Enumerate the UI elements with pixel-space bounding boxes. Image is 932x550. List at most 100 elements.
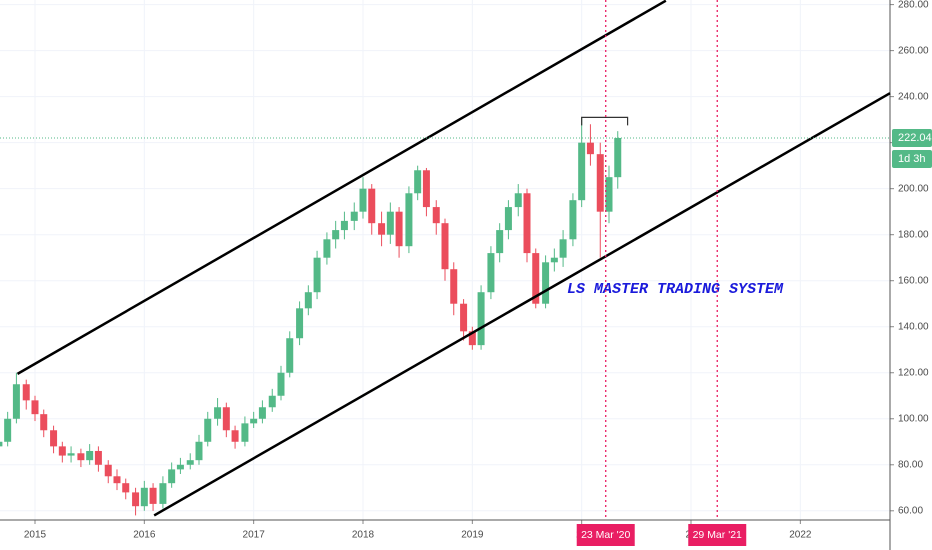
candle-body (250, 418, 258, 424)
candle-body (195, 441, 203, 461)
candle-body (132, 492, 140, 507)
candle-body (159, 483, 167, 504)
candle-body (296, 308, 304, 339)
y-tick-label: 240.00 (898, 91, 929, 102)
candle-body (605, 177, 613, 212)
candle-body (614, 137, 622, 178)
candle-body (550, 257, 558, 263)
candle-body (487, 253, 495, 293)
candle-body (559, 239, 567, 258)
candle-body (304, 292, 312, 309)
candle-body (378, 223, 386, 235)
candle-body (323, 239, 331, 258)
candle-body (113, 476, 121, 484)
candle-body (168, 469, 176, 484)
candle-body (241, 423, 249, 442)
candle-body (414, 170, 422, 194)
y-tick-label: 280.00 (898, 0, 929, 10)
candle-body (77, 453, 85, 461)
candle-body (368, 188, 376, 224)
candle-body (12, 384, 20, 419)
candle-body (31, 400, 39, 415)
y-tick-label: 160.00 (898, 275, 929, 286)
candle-body (231, 430, 239, 442)
candle-body (140, 487, 148, 507)
candle-body (504, 207, 512, 231)
candle-body (468, 331, 476, 346)
candle-body (50, 430, 58, 447)
countdown-label: 1d 3h (898, 153, 926, 165)
candle-body (67, 453, 75, 456)
candle-body (176, 464, 184, 470)
y-tick-label: 120.00 (898, 367, 929, 378)
trend-line (153, 92, 891, 517)
candle-body (40, 414, 48, 431)
candle-body (422, 170, 430, 208)
candle-body (542, 262, 550, 304)
candle-body (313, 257, 321, 293)
candle-body (258, 407, 266, 419)
x-tick-label: 2019 (461, 530, 484, 541)
candle-body (514, 193, 522, 208)
trend-line (16, 0, 667, 375)
candle-body (386, 211, 394, 235)
candle-body (58, 446, 66, 456)
bracket (581, 116, 629, 126)
last-price-box (892, 128, 932, 147)
y-tick-label: 200.00 (898, 183, 929, 194)
candle-body (395, 211, 403, 247)
candle-body (122, 483, 130, 493)
candle-body (222, 407, 230, 431)
candle-body (286, 338, 294, 373)
y-tick-label: 260.00 (898, 45, 929, 56)
candle-body (523, 193, 531, 254)
candle-body (186, 460, 194, 465)
candle-body (569, 200, 577, 240)
marker-label: 23 Mar '20 (581, 529, 630, 541)
candle-body (86, 450, 94, 461)
candles (0, 117, 622, 516)
countdown-box (892, 149, 932, 168)
y-tick-label: 60.00 (898, 505, 923, 516)
y-tick-label: 100.00 (898, 413, 929, 424)
x-tick-label: 2016 (133, 530, 156, 541)
candle-body (268, 395, 276, 408)
marker-label: 29 Mar '21 (693, 529, 742, 541)
candle-body (441, 223, 449, 270)
candle-body (359, 188, 367, 212)
candle-body (104, 464, 112, 477)
candle-body (450, 269, 458, 304)
candle-body (460, 303, 468, 332)
candle-body (578, 142, 586, 201)
candle-body (0, 441, 3, 447)
candle-body (340, 220, 348, 231)
candle-body (432, 207, 440, 224)
candle-body (214, 407, 222, 419)
y-tick-label: 80.00 (898, 459, 923, 470)
marker-box (576, 524, 635, 546)
y-tick-label: 140.00 (898, 321, 929, 332)
y-tick-label: 180.00 (898, 229, 929, 240)
candle-body (332, 230, 340, 240)
candle-body (477, 292, 485, 346)
candle-body (22, 384, 30, 401)
last-price-label: 222.04 (898, 132, 932, 144)
candle-body (4, 418, 12, 442)
candle-body (149, 487, 157, 504)
x-tick-label: 2015 (24, 530, 47, 541)
x-tick-label: 2022 (789, 530, 812, 541)
x-tick-label: 2017 (243, 530, 266, 541)
annotation: LS MASTER TRADING SYSTEM (567, 281, 784, 298)
marker-box (688, 524, 747, 546)
candle-body (405, 193, 413, 247)
candle-body (94, 450, 102, 465)
candle-body (496, 230, 504, 254)
candle-body (277, 372, 285, 396)
candle-body (596, 154, 604, 212)
candle-body (586, 142, 594, 155)
candle-body (532, 253, 540, 304)
x-tick-label: 2018 (352, 530, 375, 541)
candle-body (204, 418, 212, 442)
